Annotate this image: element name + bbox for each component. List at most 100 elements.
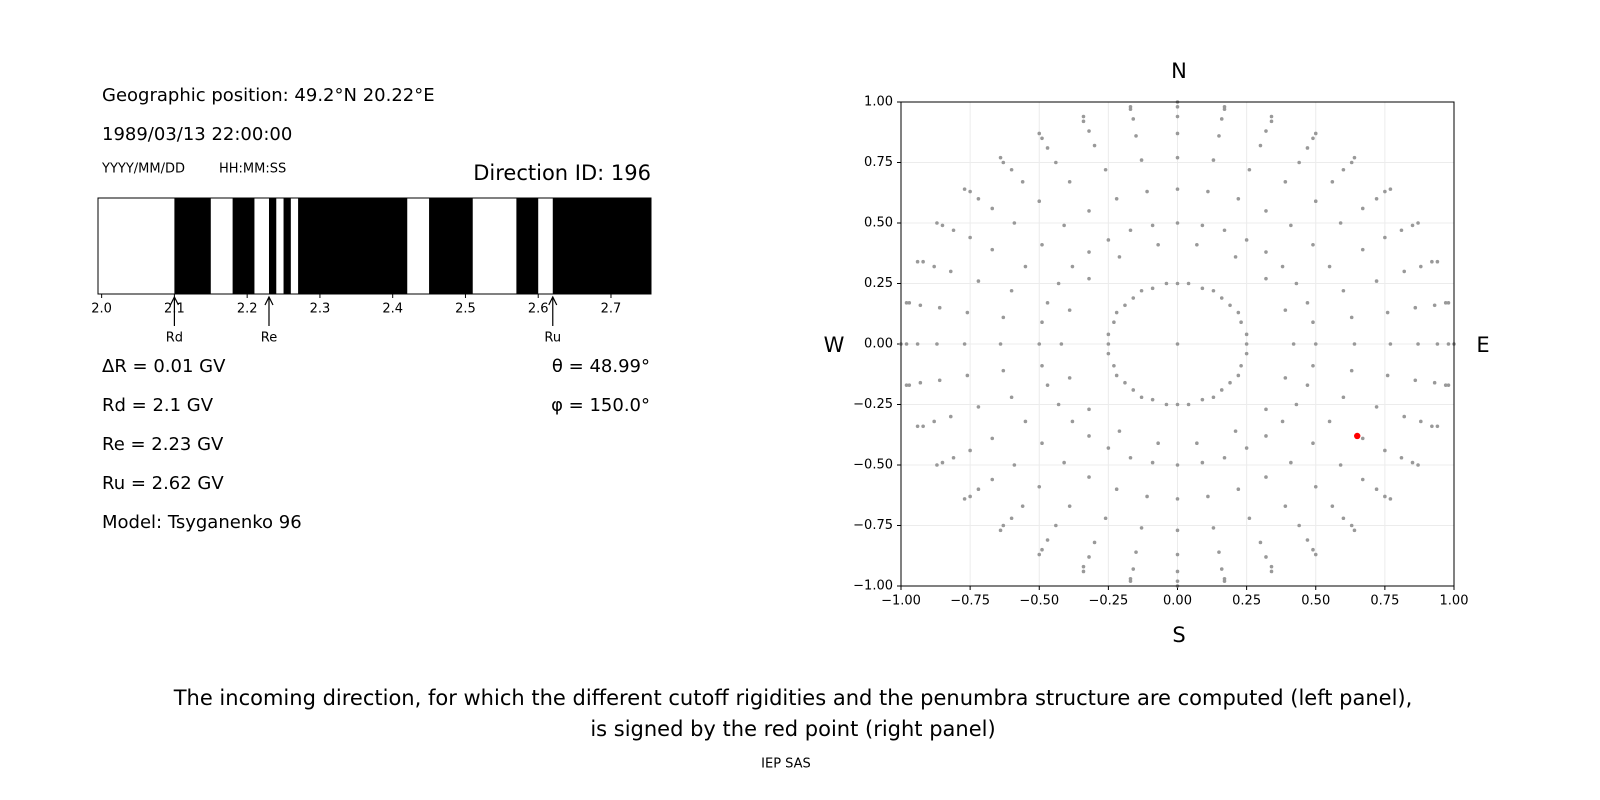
direction-point bbox=[1175, 281, 1180, 286]
direction-point bbox=[1106, 238, 1111, 242]
direction-point bbox=[1081, 564, 1086, 569]
forbidden-band bbox=[516, 198, 539, 294]
direction-point bbox=[1247, 516, 1252, 521]
direction-point bbox=[1123, 303, 1127, 308]
direction-point bbox=[1219, 296, 1224, 300]
x-tick-label: 2.2 bbox=[237, 302, 258, 317]
direction-point bbox=[1040, 242, 1044, 247]
direction-point bbox=[1200, 460, 1205, 465]
direction-point bbox=[1145, 189, 1149, 194]
direction-point bbox=[951, 455, 956, 460]
direction-point bbox=[1305, 538, 1310, 542]
direction-point bbox=[1175, 131, 1180, 136]
direction-point bbox=[1385, 373, 1390, 378]
direction-point bbox=[1070, 419, 1075, 424]
direction-point bbox=[1233, 255, 1238, 259]
direction-point bbox=[1023, 419, 1028, 424]
direction-point bbox=[1106, 342, 1111, 346]
direction-point bbox=[1349, 368, 1354, 373]
direction-point bbox=[1067, 376, 1072, 380]
direction-point bbox=[1354, 432, 1361, 440]
direction-point bbox=[948, 414, 953, 419]
direction-point bbox=[1128, 579, 1133, 583]
direction-point bbox=[1327, 264, 1332, 269]
x-tick-label: 1.00 bbox=[1440, 594, 1469, 609]
direction-point bbox=[1374, 279, 1379, 283]
direction-point bbox=[1164, 402, 1169, 407]
direction-point bbox=[1341, 516, 1346, 521]
direction-point bbox=[1117, 429, 1122, 433]
direction-point bbox=[1217, 134, 1221, 138]
direction-point bbox=[1341, 288, 1346, 293]
direction-point bbox=[1269, 564, 1274, 569]
direction-point bbox=[1186, 402, 1191, 407]
direction-point bbox=[1020, 180, 1025, 184]
direction-point bbox=[1087, 407, 1091, 412]
direction-point bbox=[1374, 197, 1379, 201]
direction-point bbox=[1219, 117, 1224, 121]
direction-point bbox=[1175, 342, 1180, 346]
direction-point bbox=[990, 247, 995, 252]
y-tick-label: −0.50 bbox=[853, 458, 893, 473]
direction-point bbox=[1131, 388, 1136, 392]
direction-point bbox=[1206, 189, 1210, 194]
direction-point bbox=[1128, 228, 1133, 233]
direction-point bbox=[932, 419, 936, 424]
direction-point bbox=[1200, 286, 1205, 291]
direction-point bbox=[1023, 264, 1028, 269]
direction-point bbox=[1195, 441, 1199, 446]
direction-point bbox=[1402, 414, 1407, 419]
direction-point bbox=[1045, 301, 1050, 305]
x-tick-label: 0.50 bbox=[1301, 594, 1330, 609]
direction-point bbox=[1175, 105, 1180, 109]
direction-point bbox=[1020, 504, 1025, 508]
direction-point bbox=[1341, 395, 1346, 400]
direction-point bbox=[962, 342, 967, 346]
direction-point bbox=[1305, 383, 1310, 387]
direction-point bbox=[1247, 167, 1252, 172]
direction-point bbox=[1294, 402, 1299, 407]
direction-point bbox=[1087, 250, 1091, 254]
direction-point bbox=[1211, 526, 1216, 530]
direction-point bbox=[1112, 320, 1116, 325]
direction-point bbox=[1280, 419, 1285, 424]
direction-point bbox=[1219, 388, 1224, 392]
direction-point bbox=[1067, 504, 1072, 508]
direction-point bbox=[1264, 250, 1268, 254]
direction-point bbox=[1311, 320, 1315, 325]
direction-point bbox=[1289, 223, 1293, 228]
direction-point bbox=[1419, 419, 1423, 424]
direction-point bbox=[1236, 310, 1241, 315]
y-tick-label: 0.50 bbox=[864, 216, 893, 231]
direction-point bbox=[1360, 477, 1365, 482]
forbidden-band bbox=[283, 198, 291, 294]
direction-point bbox=[1264, 475, 1268, 479]
axes-frame bbox=[900, 101, 1455, 587]
direction-point bbox=[1009, 167, 1014, 172]
direction-point bbox=[1228, 303, 1232, 308]
direction-point bbox=[1236, 487, 1241, 492]
direction-point bbox=[1388, 187, 1393, 191]
direction-point bbox=[1164, 281, 1169, 286]
direction-point bbox=[937, 378, 942, 383]
x-tick-label: 2.3 bbox=[310, 302, 331, 317]
direction-point bbox=[1123, 380, 1127, 385]
direction-point bbox=[1349, 523, 1354, 528]
y-tick-label: −0.25 bbox=[853, 397, 893, 412]
direction-point bbox=[921, 424, 925, 429]
direction-point bbox=[1244, 342, 1249, 346]
direction-point bbox=[1280, 264, 1285, 269]
direction-point bbox=[1239, 363, 1243, 368]
direction-point bbox=[1435, 424, 1440, 429]
direction-point bbox=[1383, 189, 1387, 194]
direction-point bbox=[1222, 228, 1227, 233]
compass-south: S bbox=[1172, 623, 1185, 647]
direction-point bbox=[1402, 269, 1407, 274]
direction-point bbox=[1244, 238, 1249, 242]
direction-point bbox=[1244, 446, 1249, 450]
direction-point bbox=[1313, 131, 1318, 136]
direction-point bbox=[921, 259, 925, 264]
model: Model: Tsyganenko 96 bbox=[102, 512, 302, 533]
direction-point bbox=[1012, 463, 1017, 467]
